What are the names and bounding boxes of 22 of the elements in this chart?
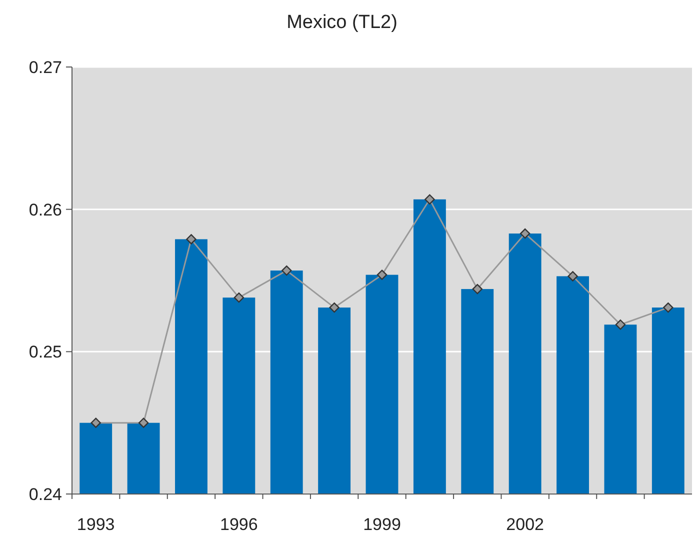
x-tick-label: 1996 [220, 515, 258, 534]
point [186, 234, 196, 244]
point [472, 284, 482, 294]
y-tick-label: 0.24 [28, 484, 62, 504]
point [234, 292, 244, 303]
point [520, 228, 530, 239]
point [282, 265, 292, 276]
x-tick-label: 1993 [76, 515, 115, 534]
point [424, 194, 435, 204]
point [329, 302, 340, 313]
chart-title: Mexico (TL2) [286, 12, 398, 33]
point [376, 270, 388, 280]
point [615, 320, 626, 330]
x-tick-label: 1999 [363, 515, 401, 534]
point [138, 418, 149, 428]
y-tick-label: 0.26 [28, 200, 62, 220]
x-tick-label: 2002 [506, 515, 544, 534]
y-tick-label: 0.27 [28, 58, 62, 77]
y-tick-label: 0.25 [28, 342, 62, 362]
point [568, 271, 578, 282]
point [663, 302, 674, 313]
point [90, 418, 101, 428]
